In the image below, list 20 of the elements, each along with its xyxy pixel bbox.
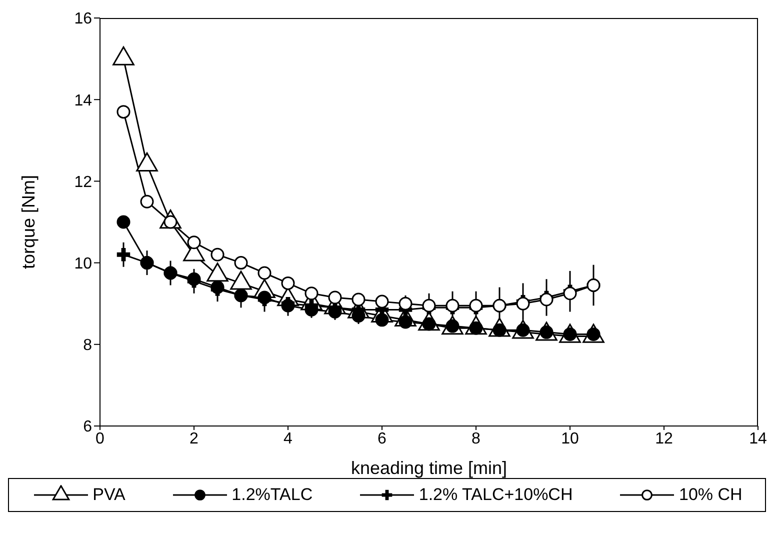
legend-label: 10% CH	[679, 485, 742, 505]
y-tick-label: 16	[74, 10, 92, 28]
x-tick-label: 0	[96, 430, 105, 448]
x-tick-label: 2	[190, 430, 199, 448]
legend-label: PVA	[92, 485, 126, 505]
x-tick-label: 4	[284, 430, 293, 448]
y-tick-label: 8	[83, 337, 92, 354]
y-tick-label: 12	[74, 174, 92, 191]
x-tick-label: 8	[472, 430, 481, 448]
x-tick-label: 14	[749, 430, 767, 448]
x-tick-label: 10	[561, 430, 579, 448]
legend-label: 1.2%TALC	[232, 485, 313, 505]
x-tick-label: 6	[378, 430, 387, 448]
y-tick-label: 10	[74, 255, 92, 272]
x-axis-title: kneading time [min]	[350, 458, 508, 478]
legend-label: 1.2% TALC+10%CH	[418, 485, 573, 505]
y-tick-label: 6	[83, 418, 92, 436]
y-tick-label: 14	[74, 92, 92, 110]
x-tick-label: 12	[655, 430, 673, 448]
y-axis-title: torque [Nm]	[18, 174, 38, 270]
